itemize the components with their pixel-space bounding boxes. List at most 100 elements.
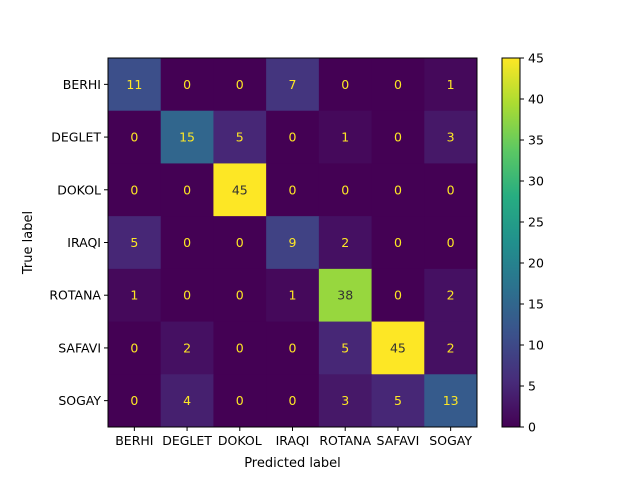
heatmap-cell bbox=[424, 58, 478, 112]
y-tick-label: ROTANA bbox=[49, 288, 101, 303]
heatmap-cell bbox=[318, 58, 373, 112]
y-tick-label: IRAQI bbox=[67, 235, 101, 250]
colorbar-ticks: 0 5 10 15 20 25 30 35 40 45 bbox=[520, 51, 544, 435]
heatmap-cell bbox=[108, 374, 162, 428]
heatmap-cell bbox=[160, 268, 214, 323]
cell-value-label: 0 bbox=[289, 130, 297, 145]
heatmap-cell bbox=[266, 374, 320, 428]
colorbar-tick-label: 45 bbox=[528, 51, 544, 66]
x-axis-label: Predicted label bbox=[244, 456, 341, 471]
heatmap-cell bbox=[108, 216, 162, 270]
heatmap-cell bbox=[213, 374, 267, 428]
heatmap-cell bbox=[424, 163, 478, 217]
heatmap-cell bbox=[213, 58, 267, 112]
heatmap-cell bbox=[371, 374, 425, 428]
heatmap-cell bbox=[318, 321, 373, 375]
cell-value-label: 1 bbox=[289, 288, 297, 303]
cell-value-label: 0 bbox=[289, 393, 297, 408]
heatmap-cell bbox=[213, 321, 267, 375]
cell-value-label: 7 bbox=[289, 77, 297, 92]
cell-value-label: 0 bbox=[447, 235, 455, 250]
heatmap-cell bbox=[371, 163, 425, 217]
y-tick-label: SAFAVI bbox=[58, 340, 101, 355]
y-axis-label: True label bbox=[21, 211, 36, 275]
cell-value-label: 38 bbox=[337, 288, 353, 303]
heatmap-cell bbox=[318, 268, 373, 323]
heatmap-cell bbox=[424, 374, 478, 428]
cell-value-label: 15 bbox=[179, 130, 195, 145]
heatmap-cell bbox=[424, 110, 478, 164]
cell-value-label: 11 bbox=[126, 77, 142, 92]
cell-value-label: 0 bbox=[130, 130, 138, 145]
cell-value-label: 0 bbox=[130, 182, 138, 197]
x-axis-ticks: BERHI DEGLET DOKOL IRAQI ROTANA SAFAVI SOGAY bbox=[115, 427, 472, 448]
cell-value-label: 5 bbox=[236, 130, 244, 145]
cell-value-label: 1 bbox=[447, 77, 455, 92]
cell-value-label: 0 bbox=[236, 340, 244, 355]
cell-value-label: 3 bbox=[447, 130, 455, 145]
cell-value-label: 0 bbox=[236, 77, 244, 92]
cell-value-label: 0 bbox=[447, 182, 455, 197]
heatmap-cell bbox=[266, 268, 320, 323]
heatmap-cell bbox=[424, 321, 478, 375]
heatmap-cell bbox=[266, 58, 320, 112]
heatmap-cell bbox=[213, 110, 267, 164]
x-tick-label: SOGAY bbox=[429, 433, 472, 448]
cell-value-label: 9 bbox=[289, 235, 297, 250]
heatmap-cell bbox=[108, 58, 162, 112]
cell-value-label: 0 bbox=[183, 182, 191, 197]
cell-value-label: 1 bbox=[130, 288, 138, 303]
colorbar-tick-label: 15 bbox=[528, 297, 544, 312]
cell-value-label: 0 bbox=[341, 182, 349, 197]
y-tick-label: DOKOL bbox=[57, 182, 101, 197]
heatmap-cell bbox=[266, 216, 320, 270]
y-axis-ticks: BERHI DEGLET DOKOL IRAQI ROTANA SAFAVI SOGAY bbox=[49, 77, 108, 408]
x-tick-label: ROTANA bbox=[319, 433, 371, 448]
heatmap-cell bbox=[108, 268, 162, 323]
heatmap-cell bbox=[160, 374, 214, 428]
heatmap-cell bbox=[371, 216, 425, 270]
cell-value-label: 2 bbox=[447, 288, 455, 303]
cell-value-label: 0 bbox=[394, 235, 402, 250]
colorbar-tick-label: 35 bbox=[528, 133, 544, 148]
cell-value-label: 5 bbox=[130, 235, 138, 250]
cell-value-label: 0 bbox=[236, 235, 244, 250]
x-tick-label: BERHI bbox=[115, 433, 153, 448]
x-tick-label: DEGLET bbox=[162, 433, 212, 448]
cell-value-label: 0 bbox=[289, 340, 297, 355]
heatmap-cell bbox=[108, 321, 162, 375]
colorbar-tick-label: 40 bbox=[528, 92, 544, 107]
cell-value-label: 1 bbox=[341, 130, 349, 145]
cell-value-label: 3 bbox=[341, 393, 349, 408]
y-tick-label: DEGLET bbox=[51, 130, 101, 145]
heatmap-cell bbox=[266, 163, 320, 217]
cell-value-label: 13 bbox=[443, 393, 459, 408]
cell-value-label: 4 bbox=[183, 393, 191, 408]
heatmap-cell bbox=[371, 321, 425, 375]
heatmap-cell bbox=[108, 110, 162, 164]
cell-value-label: 5 bbox=[394, 393, 402, 408]
heatmap-cell bbox=[318, 216, 373, 270]
cell-value-label: 0 bbox=[394, 77, 402, 92]
heatmap-cell bbox=[371, 58, 425, 112]
x-tick-label: DOKOL bbox=[218, 433, 262, 448]
heatmap-cell bbox=[213, 216, 267, 270]
heatmap-cell bbox=[160, 110, 214, 164]
cell-value-label: 45 bbox=[232, 182, 248, 197]
heatmap-cell bbox=[371, 110, 425, 164]
cell-value-label: 5 bbox=[341, 340, 349, 355]
cell-value-label: 2 bbox=[447, 340, 455, 355]
cell-value-label: 0 bbox=[183, 77, 191, 92]
heatmap-cell bbox=[160, 58, 214, 112]
cell-value-label: 0 bbox=[236, 288, 244, 303]
colorbar-tick-label: 0 bbox=[528, 420, 536, 435]
heatmap-cell bbox=[108, 163, 162, 217]
heatmap-cell bbox=[424, 268, 478, 323]
cell-value-label: 0 bbox=[394, 130, 402, 145]
heatmap-cell bbox=[160, 321, 214, 375]
cell-value-label: 0 bbox=[341, 77, 349, 92]
cell-value-label: 0 bbox=[130, 340, 138, 355]
cell-value-label: 0 bbox=[394, 288, 402, 303]
cell-value-label: 0 bbox=[183, 235, 191, 250]
